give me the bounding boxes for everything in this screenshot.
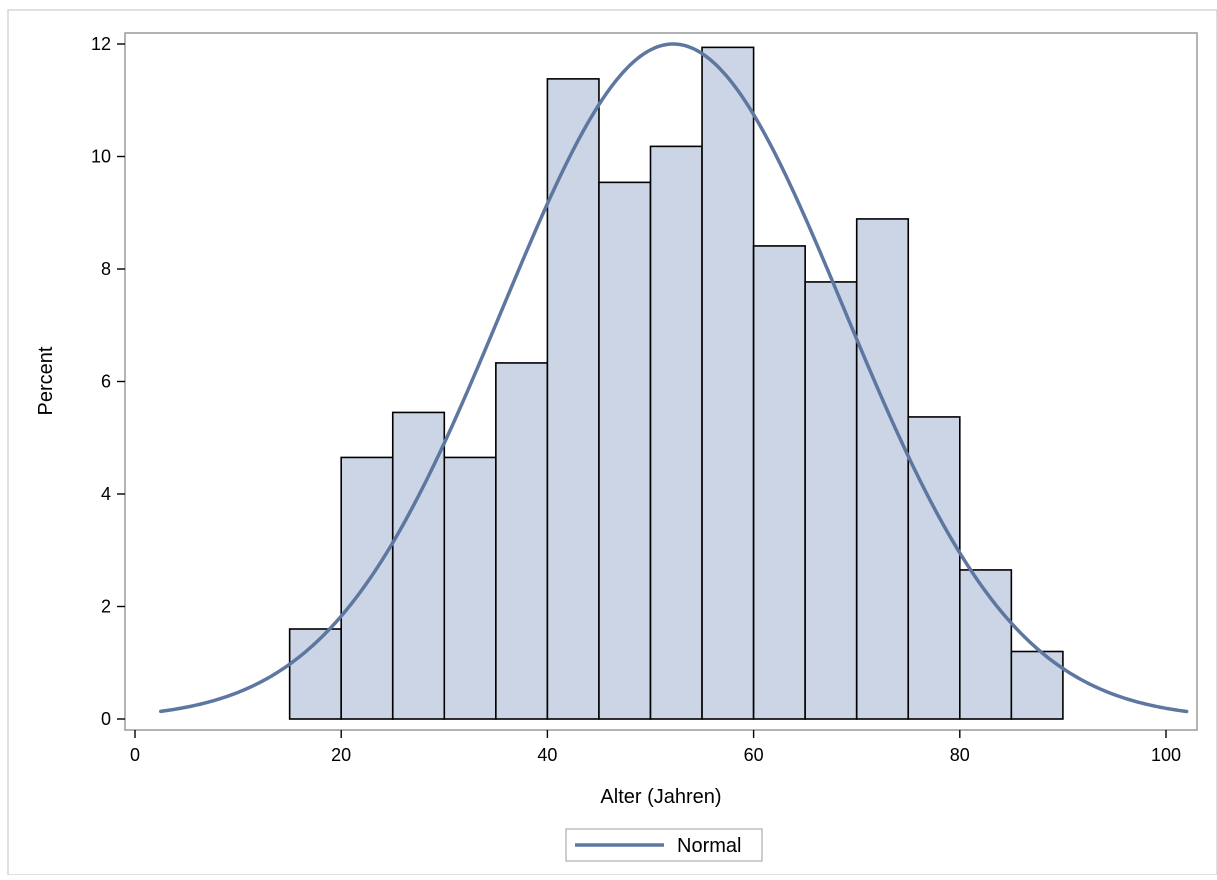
x-axis: 0 20 40 60 80 100 — [130, 730, 1181, 765]
histogram-bar-50-55 — [649, 145, 703, 720]
histogram-bar-60-65 — [752, 245, 806, 720]
normal-curve-layer — [159, 42, 1189, 714]
y-tick-label-6: 6 — [101, 372, 111, 392]
legend-normal-label: Normal — [677, 835, 741, 857]
y-axis: 0 2 4 6 8 10 12 — [91, 34, 125, 729]
histogram-bar-80-85 — [958, 569, 1013, 720]
x-tick-label-20: 20 — [331, 745, 351, 765]
histogram-bar-55-60 — [701, 46, 755, 720]
legend: Normal — [565, 828, 763, 862]
histogram-bar-45-50 — [598, 181, 652, 720]
histogram-bar-35-40 — [495, 362, 549, 720]
histogram-bar-70-75 — [855, 218, 910, 720]
y-tick-label-12: 12 — [91, 34, 111, 54]
histogram-bar-75-80 — [907, 416, 961, 720]
y-tick-label-0: 0 — [101, 709, 111, 729]
x-tick-label-0: 0 — [130, 745, 140, 765]
y-tick-label-8: 8 — [101, 259, 111, 279]
normal-curve — [159, 42, 1189, 714]
y-tick-label-2: 2 — [101, 597, 111, 617]
bars-layer — [288, 46, 1064, 720]
x-tick-label-100: 100 — [1151, 745, 1181, 765]
x-tick-label-40: 40 — [537, 745, 557, 765]
y-tick-label-4: 4 — [101, 484, 111, 504]
histogram-bar-30-35 — [443, 456, 497, 720]
y-axis-title: Percent — [35, 346, 57, 415]
histogram-bar-20-25 — [340, 456, 394, 720]
y-tick-label-10: 10 — [91, 147, 111, 167]
histogram-bar-40-45 — [546, 78, 600, 720]
x-tick-label-60: 60 — [744, 745, 764, 765]
x-tick-label-80: 80 — [950, 745, 970, 765]
histogram-bar-65-70 — [804, 281, 858, 720]
x-axis-title: Alter (Jahren) — [600, 786, 721, 808]
